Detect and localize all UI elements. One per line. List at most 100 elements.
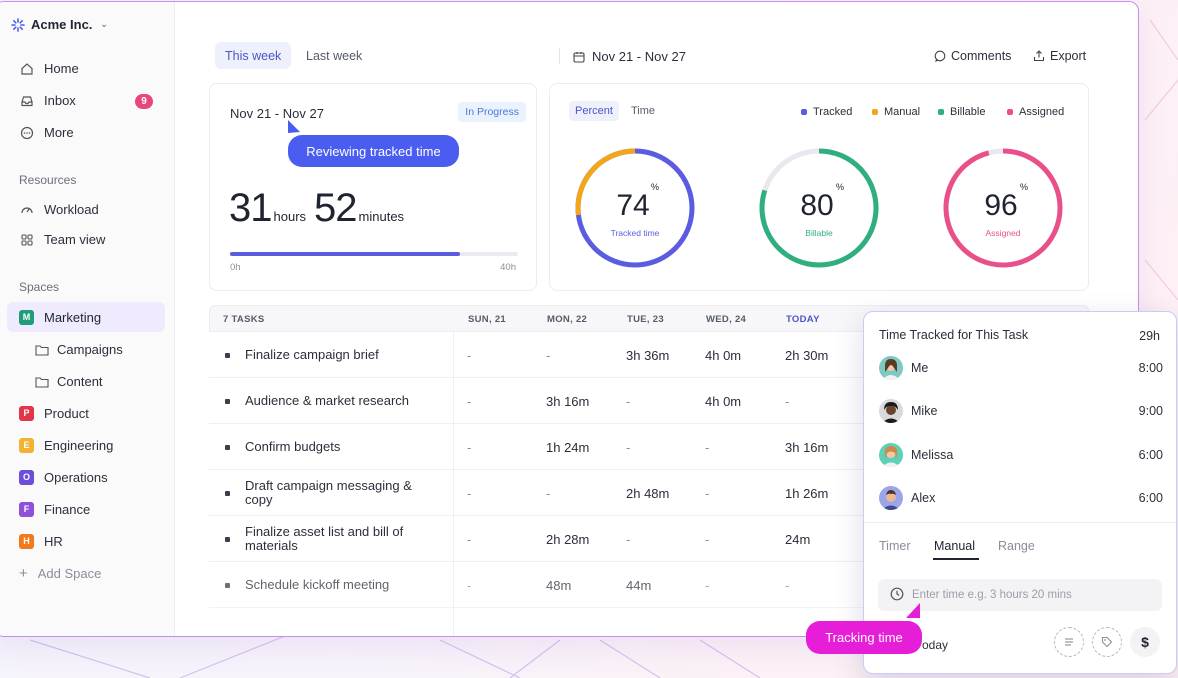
- reviewing-callout: Reviewing tracked time: [288, 135, 459, 167]
- export-icon: [1033, 50, 1045, 62]
- time-cell[interactable]: -: [785, 578, 790, 593]
- space-item-engineering[interactable]: E Engineering: [7, 430, 165, 460]
- time-cell[interactable]: 44m: [626, 578, 652, 593]
- time-cell[interactable]: 2h 28m: [546, 532, 590, 547]
- time-cell[interactable]: 4h 0m: [705, 348, 742, 363]
- space-item-marketing[interactable]: M Marketing: [7, 302, 165, 332]
- column-header: WED, 24: [706, 314, 747, 325]
- table-row[interactable]: Audience & market research - 3h 16m - 4h…: [209, 378, 1089, 424]
- time-cell[interactable]: 1h 26m: [785, 486, 829, 501]
- folder-item-campaigns[interactable]: Campaigns: [35, 342, 123, 357]
- add-space-button[interactable]: + Add Space: [19, 565, 101, 582]
- hours-progress-bar: [230, 252, 518, 256]
- time-cell[interactable]: 4h 0m: [705, 394, 742, 409]
- sidebar-item-workload[interactable]: Workload: [19, 202, 99, 217]
- person-time: 9:00: [1138, 404, 1163, 418]
- time-cell[interactable]: 2h 30m: [785, 348, 829, 363]
- tab-timer[interactable]: Timer: [879, 539, 911, 553]
- tab-manual[interactable]: Manual: [934, 539, 975, 553]
- spaces-heading: Spaces: [19, 280, 60, 294]
- sidebar-item-more[interactable]: More: [19, 125, 74, 140]
- folder-icon: [35, 376, 49, 388]
- person-name: Melissa: [911, 448, 954, 462]
- assigned-ring: 96 % Assigned: [943, 148, 1063, 268]
- folder-label: Content: [57, 374, 103, 389]
- time-cell[interactable]: -: [626, 394, 631, 409]
- sidebar-item-team-view[interactable]: Team view: [19, 232, 105, 247]
- workspace-name: Acme Inc.: [31, 17, 93, 32]
- time-cell[interactable]: -: [705, 486, 710, 501]
- tab-percent[interactable]: Percent: [569, 101, 619, 121]
- table-row[interactable]: Draft campaign messaging & copy - - 2h 4…: [209, 470, 1089, 516]
- ring-value: 80: [800, 189, 833, 222]
- billable-toggle-button[interactable]: $: [1130, 627, 1160, 657]
- export-button[interactable]: Export: [1033, 49, 1086, 63]
- person-row[interactable]: Alex 6:00: [879, 477, 1163, 519]
- table-row[interactable]: Finalize asset list and bill of material…: [209, 516, 1089, 562]
- time-cell[interactable]: -: [546, 486, 551, 501]
- space-item-operations[interactable]: O Operations: [7, 462, 165, 492]
- table-row[interactable]: Finalize campaign brief - - 3h 36m 4h 0m…: [209, 332, 1089, 378]
- hours-value: 31: [229, 186, 272, 230]
- time-cell[interactable]: -: [467, 532, 472, 547]
- time-cell[interactable]: 48m: [546, 578, 572, 593]
- space-item-hr[interactable]: H HR: [7, 526, 165, 556]
- progress-min-label: 0h: [230, 262, 241, 273]
- card-date-range: Nov 21 - Nov 27: [230, 106, 324, 121]
- time-cell[interactable]: -: [467, 440, 472, 455]
- legend-item-billable: Billable: [938, 106, 985, 118]
- notes-button[interactable]: [1054, 627, 1084, 657]
- time-cell[interactable]: -: [467, 486, 472, 501]
- sidebar-item-home[interactable]: Home: [19, 61, 79, 76]
- space-item-product[interactable]: P Product: [7, 398, 165, 428]
- tab-last-week[interactable]: Last week: [306, 48, 363, 63]
- date-label[interactable]: oday: [922, 638, 949, 652]
- workspace-switcher[interactable]: Acme Inc. ⌄: [11, 17, 108, 32]
- tab-this-week[interactable]: This week: [215, 42, 292, 69]
- time-entry-input[interactable]: [878, 579, 1162, 611]
- time-cell[interactable]: 24m: [785, 532, 811, 547]
- time-cell[interactable]: -: [467, 394, 472, 409]
- person-row[interactable]: Melissa 6:00: [879, 434, 1163, 476]
- time-cell[interactable]: 1h 24m: [546, 440, 590, 455]
- comments-button[interactable]: Comments: [934, 49, 1011, 63]
- clock-icon: [890, 587, 904, 601]
- time-cell[interactable]: 3h 16m: [546, 394, 590, 409]
- sidebar-item-inbox[interactable]: Inbox: [19, 93, 76, 108]
- time-cell[interactable]: -: [626, 440, 631, 455]
- active-tab-indicator: [933, 558, 979, 560]
- table-row[interactable]: Confirm budgets - 1h 24m - - 3h 16m: [209, 424, 1089, 470]
- task-bullet: [225, 583, 230, 588]
- date-range-picker[interactable]: Nov 21 - Nov 27: [573, 49, 686, 64]
- time-cell[interactable]: 2h 48m: [626, 486, 670, 501]
- time-cell[interactable]: -: [626, 532, 631, 547]
- legend-item-manual: Manual: [872, 106, 920, 118]
- chevron-down-icon: ⌄: [100, 19, 108, 29]
- tab-range[interactable]: Range: [998, 539, 1035, 553]
- time-cell[interactable]: -: [546, 348, 551, 363]
- table-row[interactable]: Schedule kickoff meeting - 48m 44m - -: [209, 562, 1089, 608]
- person-time: 6:00: [1138, 491, 1163, 505]
- sidebar-item-label: More: [44, 125, 74, 140]
- person-row[interactable]: Me 8:00: [879, 347, 1163, 389]
- hours-unit: hours: [273, 209, 307, 224]
- time-cell[interactable]: 3h 16m: [785, 440, 829, 455]
- divider: [559, 48, 560, 64]
- sidebar-item-label: Team view: [44, 232, 106, 247]
- folder-item-content[interactable]: Content: [35, 374, 103, 389]
- date-range-label: Nov 21 - Nov 27: [592, 49, 686, 64]
- time-cell[interactable]: -: [705, 578, 710, 593]
- tag-icon: [1101, 636, 1113, 648]
- time-cell[interactable]: -: [467, 348, 472, 363]
- tab-time[interactable]: Time: [631, 105, 656, 117]
- time-cell[interactable]: 3h 36m: [626, 348, 670, 363]
- time-cell[interactable]: -: [705, 440, 710, 455]
- time-cell[interactable]: -: [705, 532, 710, 547]
- legend-item-assigned: Assigned: [1007, 106, 1064, 118]
- space-item-finance[interactable]: F Finance: [7, 494, 165, 524]
- tag-button[interactable]: [1092, 627, 1122, 657]
- person-row[interactable]: Mike 9:00: [879, 390, 1163, 432]
- time-cell[interactable]: -: [467, 578, 472, 593]
- time-cell[interactable]: -: [785, 394, 790, 409]
